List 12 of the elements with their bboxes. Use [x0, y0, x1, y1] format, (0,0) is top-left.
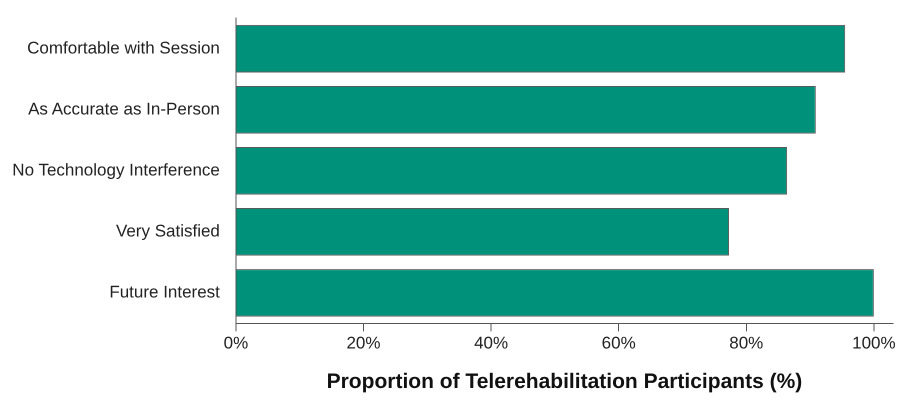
x-tick-label: 20%: [346, 333, 381, 352]
y-tick-label: Future Interest: [109, 282, 220, 302]
x-tick-label: 0%: [224, 333, 248, 352]
x-tick-label: 100%: [852, 333, 896, 352]
y-tick-label: As Accurate as In-Person: [28, 99, 220, 118]
y-tick-label: Comfortable with Session: [27, 38, 220, 58]
y-tick-label: No Technology Interference: [12, 160, 220, 180]
y-tick-label: Very Satisfied: [116, 222, 220, 241]
x-tick-label: 60%: [602, 333, 636, 352]
x-axis-title: Proportion of Telerehabilitation Participants (%): [326, 370, 802, 394]
x-tick-label: 40%: [474, 333, 508, 352]
x-tick-label: 80%: [729, 333, 764, 352]
